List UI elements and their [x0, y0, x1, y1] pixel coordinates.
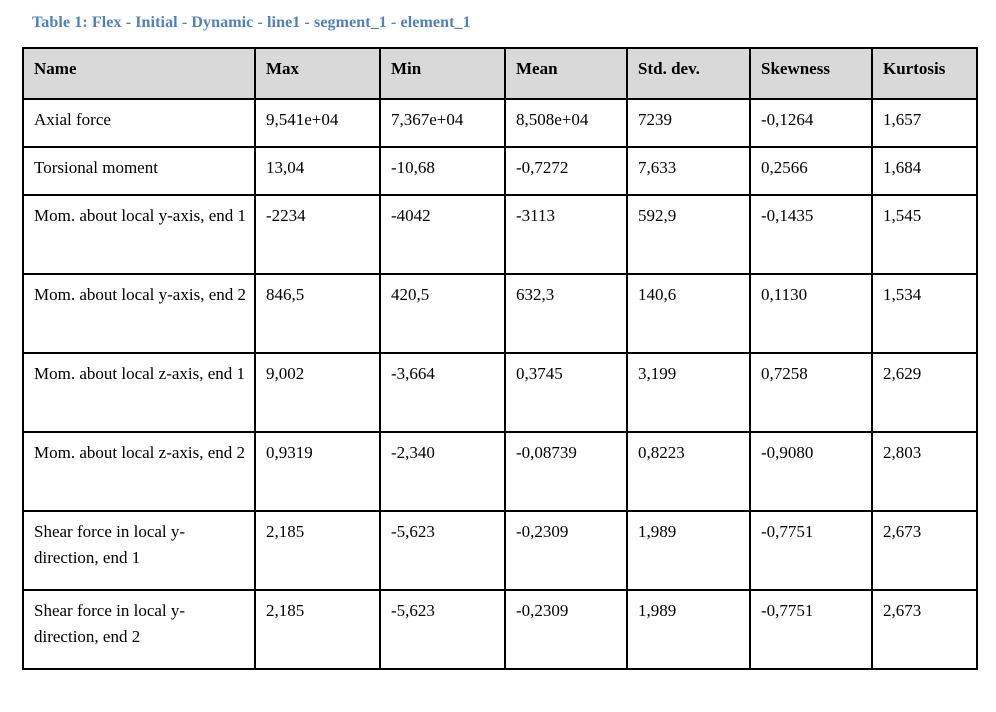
table-row: Mom. about local y-axis, end 2 846,5 420,5… [22, 273, 978, 354]
table-row: Torsional moment 13,04 -10,68 -0,7272 7,633 0… [22, 146, 978, 196]
table-row: Mom. about local y-axis, end 1 -2234 -4042… [22, 194, 978, 275]
value-cell: 2,185 [254, 589, 381, 670]
value-cell: 0,9319 [254, 431, 381, 512]
value-cell: -0,9080 [749, 431, 873, 512]
value-cell: 0,7258 [749, 352, 873, 433]
table-body: Axial force 9,541e+04 7,367e+04 8,508e+04 72… [22, 98, 978, 670]
value-cell: 1,989 [626, 510, 751, 591]
value-cell: 2,673 [871, 589, 978, 670]
column-header-mean: Mean [504, 47, 628, 100]
value-cell: -4042 [379, 194, 506, 275]
column-header-name: Name [22, 47, 256, 100]
value-cell: -0,2309 [504, 589, 628, 670]
value-cell: 7,367e+04 [379, 98, 506, 148]
value-cell: -0,08739 [504, 431, 628, 512]
column-header-std-dev: Std. dev. [626, 47, 751, 100]
value-cell: 0,2566 [749, 146, 873, 196]
value-cell: 2,629 [871, 352, 978, 433]
value-cell: -3113 [504, 194, 628, 275]
row-name-cell: Mom. about local y-axis, end 1 [22, 194, 256, 275]
row-name-cell: Mom. about local y-axis, end 2 [22, 273, 256, 354]
value-cell: -0,7751 [749, 589, 873, 670]
value-cell: -2,340 [379, 431, 506, 512]
header-row: Name Max Min Mean Std. dev. Skewness Kur… [22, 47, 978, 100]
row-name-cell: Shear force in local y-direction, end 1 [22, 510, 256, 591]
table-row: Mom. about local z-axis, end 2 0,9319 -2,3… [22, 431, 978, 512]
column-header-max: Max [254, 47, 381, 100]
value-cell: 140,6 [626, 273, 751, 354]
value-cell: -5,623 [379, 589, 506, 670]
table-row: Axial force 9,541e+04 7,367e+04 8,508e+04 72… [22, 98, 978, 148]
row-name-cell: Torsional moment [22, 146, 256, 196]
value-cell: -5,623 [379, 510, 506, 591]
value-cell: 2,673 [871, 510, 978, 591]
value-cell: -3,664 [379, 352, 506, 433]
row-name-cell: Mom. about local z-axis, end 2 [22, 431, 256, 512]
row-name-cell: Axial force [22, 98, 256, 148]
value-cell: 420,5 [379, 273, 506, 354]
value-cell: 0,1130 [749, 273, 873, 354]
value-cell: -0,2309 [504, 510, 628, 591]
value-cell: -2234 [254, 194, 381, 275]
value-cell: 1,545 [871, 194, 978, 275]
value-cell: -0,7751 [749, 510, 873, 591]
column-header-min: Min [379, 47, 506, 100]
value-cell: 0,3745 [504, 352, 628, 433]
value-cell: 7,633 [626, 146, 751, 196]
column-header-skewness: Skewness [749, 47, 873, 100]
value-cell: 1,989 [626, 589, 751, 670]
value-cell: -0,7272 [504, 146, 628, 196]
row-name-cell: Mom. about local z-axis, end 1 [22, 352, 256, 433]
value-cell: 0,8223 [626, 431, 751, 512]
value-cell: -10,68 [379, 146, 506, 196]
value-cell: 1,657 [871, 98, 978, 148]
value-cell: 2,803 [871, 431, 978, 512]
value-cell: -0,1435 [749, 194, 873, 275]
value-cell: 13,04 [254, 146, 381, 196]
row-name-cell: Shear force in local y-direction, end 2 [22, 589, 256, 670]
statistics-table: Name Max Min Mean Std. dev. Skewness Kur… [22, 47, 978, 670]
value-cell: 846,5 [254, 273, 381, 354]
table-caption: Table 1: Flex - Initial - Dynamic - line… [32, 14, 471, 31]
value-cell: 592,9 [626, 194, 751, 275]
value-cell: 9,002 [254, 352, 381, 433]
value-cell: 9,541e+04 [254, 98, 381, 148]
value-cell: 632,3 [504, 273, 628, 354]
value-cell: 8,508e+04 [504, 98, 628, 148]
value-cell: -0,1264 [749, 98, 873, 148]
value-cell: 1,684 [871, 146, 978, 196]
table-row: Mom. about local z-axis, end 1 9,002 -3,66… [22, 352, 978, 433]
value-cell: 3,199 [626, 352, 751, 433]
column-header-kurtosis: Kurtosis [871, 47, 978, 100]
value-cell: 7239 [626, 98, 751, 148]
value-cell: 1,534 [871, 273, 978, 354]
value-cell: 2,185 [254, 510, 381, 591]
